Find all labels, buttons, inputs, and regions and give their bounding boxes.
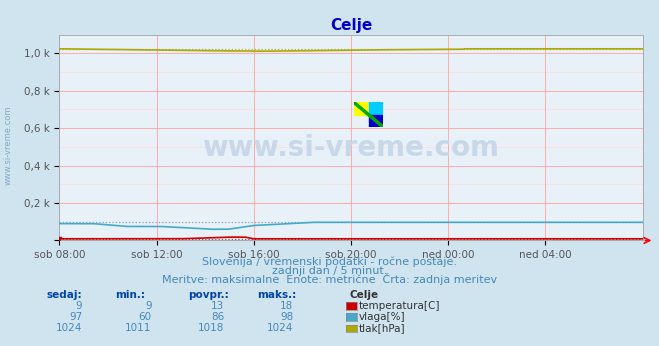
Text: temperatura[C]: temperatura[C] <box>359 301 441 311</box>
Text: maks.:: maks.: <box>257 290 297 300</box>
Text: vlaga[%]: vlaga[%] <box>359 312 406 322</box>
Text: Meritve: maksimalne  Enote: metrične  Črta: zadnja meritev: Meritve: maksimalne Enote: metrične Črta… <box>162 273 497 285</box>
Text: 1024: 1024 <box>56 323 82 333</box>
Text: www.si-vreme.com: www.si-vreme.com <box>3 106 13 185</box>
Bar <box>354 102 368 115</box>
Text: Celje: Celje <box>349 290 378 300</box>
Text: sedaj:: sedaj: <box>46 290 82 300</box>
Text: www.si-vreme.com: www.si-vreme.com <box>202 134 500 162</box>
Text: 86: 86 <box>211 312 224 322</box>
Text: 9: 9 <box>145 301 152 311</box>
Bar <box>368 115 384 127</box>
Bar <box>368 102 384 115</box>
Text: 9: 9 <box>76 301 82 311</box>
Text: 1018: 1018 <box>198 323 224 333</box>
Text: zadnji dan / 5 minut.: zadnji dan / 5 minut. <box>272 266 387 276</box>
Text: 1024: 1024 <box>267 323 293 333</box>
Text: 18: 18 <box>280 301 293 311</box>
Text: 60: 60 <box>138 312 152 322</box>
Text: min.:: min.: <box>115 290 146 300</box>
Text: 1011: 1011 <box>125 323 152 333</box>
Text: Slovenija / vremenski podatki - ročne postaje.: Slovenija / vremenski podatki - ročne po… <box>202 257 457 267</box>
Title: Celje: Celje <box>330 18 372 34</box>
Text: tlak[hPa]: tlak[hPa] <box>359 323 406 333</box>
Text: 97: 97 <box>69 312 82 322</box>
Text: 98: 98 <box>280 312 293 322</box>
Text: povpr.:: povpr.: <box>188 290 229 300</box>
Text: 13: 13 <box>211 301 224 311</box>
